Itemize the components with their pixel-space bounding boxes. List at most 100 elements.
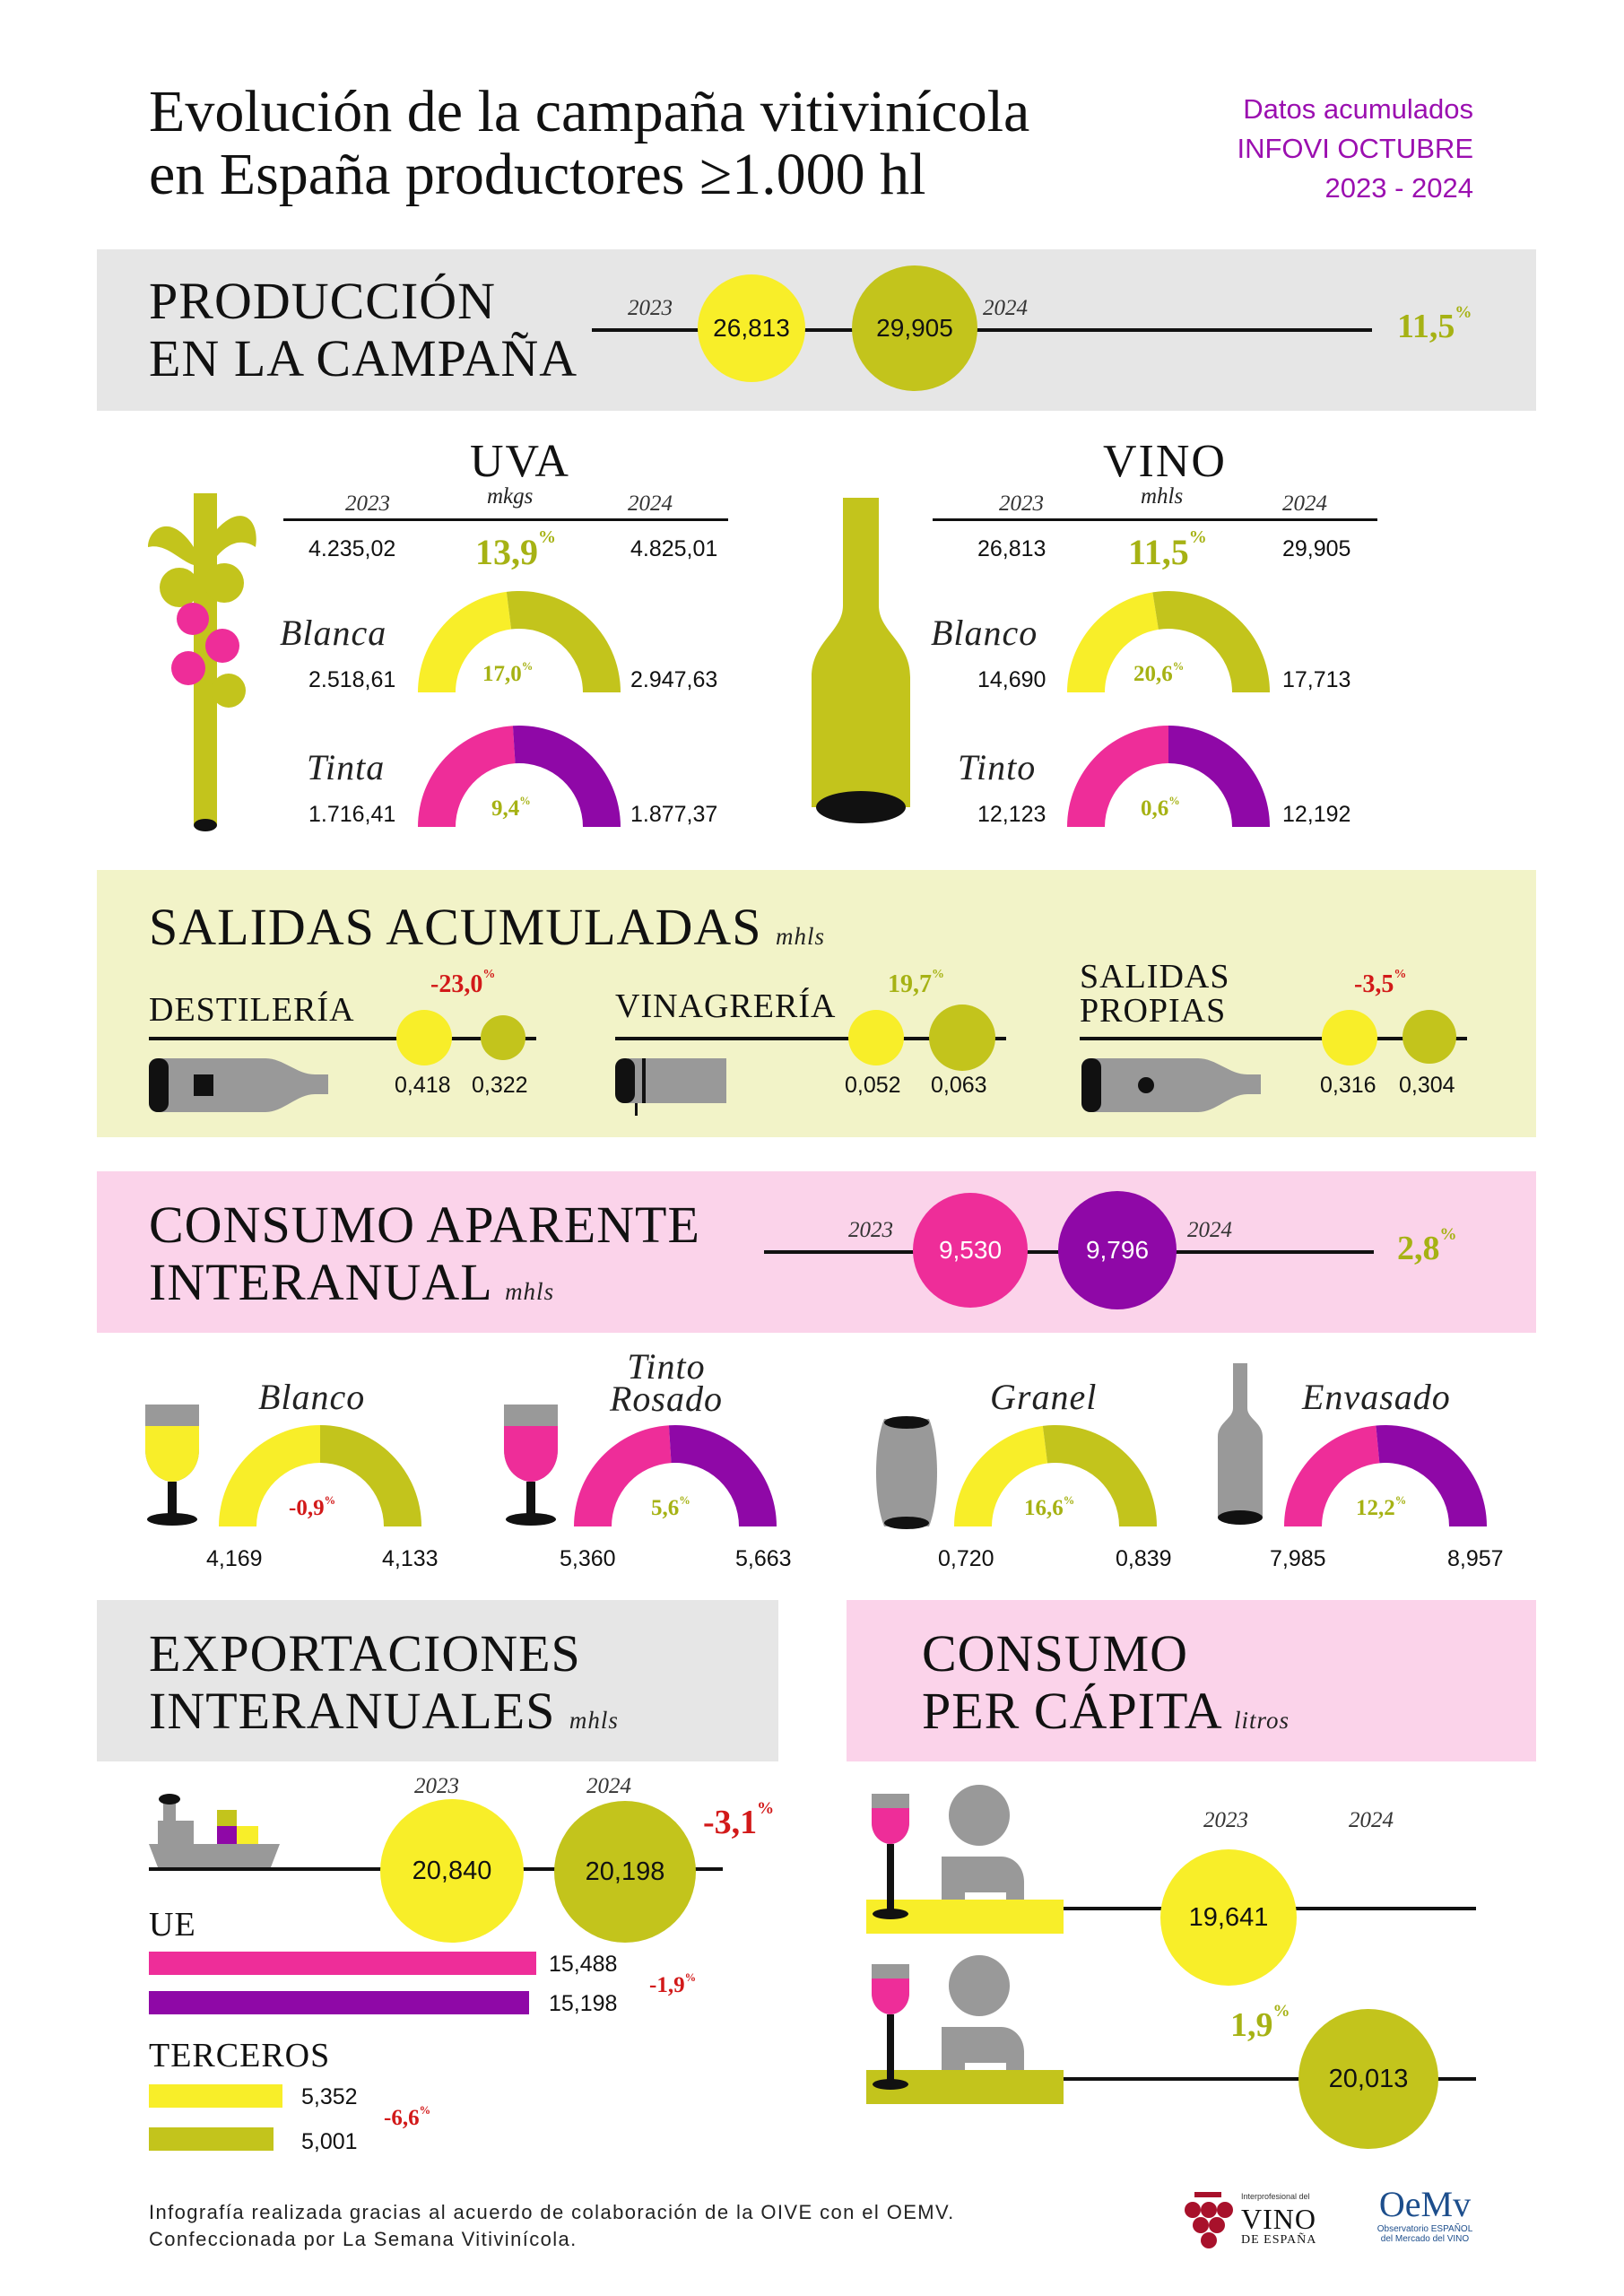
propias-axis — [1080, 1037, 1467, 1040]
per-capita-heading: CONSUMO PER CÁPITA litros — [922, 1625, 1290, 1749]
consumo-year-a: 2023 — [848, 1218, 893, 1242]
uva-total-a: 4.235,02 — [308, 536, 396, 561]
consumo-value-b: 9,796 — [1085, 1236, 1150, 1264]
vinagreria-circle-a — [848, 1010, 904, 1065]
vino-tinto-label: Tinto — [958, 747, 1037, 787]
propias-change-value: -3,5 — [1354, 970, 1394, 998]
exportaciones-circle-2023: 20,840 — [380, 1799, 524, 1943]
produccion-year-a: 2023 — [628, 296, 673, 320]
uva-total-change: 13,9% — [475, 527, 556, 573]
uva-blanca-b: 2.947,63 — [630, 667, 718, 692]
exportaciones-heading-line2: INTERANUALES — [149, 1682, 556, 1740]
barrel-icon — [876, 1416, 937, 1529]
uva-blanca-change-pct: % — [521, 659, 534, 673]
tipo-tinto-a: 5,360 — [560, 1546, 616, 1571]
uva-total-change-value: 13,9 — [475, 532, 538, 572]
footer-note-line2: Confeccionada por La Semana Vitivinícola… — [149, 2228, 578, 2250]
vino-unit: mhls — [1141, 484, 1184, 509]
per-capita-band — [847, 1600, 1536, 1761]
tipo-envasado-label: Envasado — [1302, 1377, 1451, 1417]
destileria-a: 0,418 — [395, 1073, 451, 1098]
terceros-change-pct: % — [419, 2103, 431, 2117]
destileria-change-value: -23,0 — [430, 970, 483, 998]
tipo-blanco-change: -0,9% — [289, 1494, 335, 1521]
per-capita-value-b: 20,013 — [1328, 2064, 1409, 2093]
vino-blanco-change: 20,6% — [1133, 660, 1184, 687]
wine-bottle-icon — [812, 498, 910, 823]
propias-label-line2: PROPIAS — [1080, 992, 1227, 1030]
uva-blanca-label: Blanca — [280, 613, 387, 653]
uva-divider — [283, 518, 728, 521]
destileria-axis — [149, 1037, 536, 1040]
uva-tinta-label: Tinta — [307, 747, 386, 787]
produccion-year-b: 2024 — [983, 296, 1028, 320]
destileria-circle-a — [396, 1010, 452, 1065]
oemv-logo: OeMv Observatorio ESPAÑOL del Mercado de… — [1367, 2185, 1483, 2266]
vino-blanco-gauge — [1067, 591, 1270, 692]
propias-a: 0,316 — [1320, 1073, 1376, 1098]
produccion-value-b: 29,905 — [876, 314, 953, 342]
exportaciones-change: -3,1% — [703, 1799, 774, 1842]
barrel-side-icon — [615, 1058, 726, 1116]
per-capita-value-a: 19,641 — [1188, 1902, 1269, 1932]
uva-blanca-change-value: 17,0 — [482, 662, 522, 686]
tipo-blanco-change-value: -0,9 — [289, 1496, 325, 1520]
per-capita-circle-2024: 20,013 — [1298, 2009, 1438, 2149]
vinagreria-change-pct: % — [932, 968, 944, 982]
vino-total-a: 26,813 — [977, 536, 1046, 561]
exportaciones-circle-2024: 20,198 — [554, 1801, 696, 1943]
vino-total-change-pct: % — [1188, 527, 1207, 547]
uva-tinta-change-pct: % — [519, 794, 531, 807]
cargo-ship-icon — [149, 1794, 280, 1867]
source-note-line2: INFOVI OCTUBRE — [1237, 133, 1473, 164]
uva-total-b: 4.825,01 — [630, 536, 718, 561]
exportaciones-heading: EXPORTACIONES INTERANUALES mhls — [149, 1625, 619, 1749]
tipo-tinto-change-pct: % — [679, 1493, 690, 1507]
gauge-segment-a — [219, 1425, 320, 1526]
tipo-envasado-change: 12,2% — [1356, 1493, 1407, 1521]
tipo-envasado-a: 7,985 — [1270, 1546, 1326, 1571]
ue-bar-2024 — [149, 1991, 529, 2014]
produccion-heading-line2: EN LA CAMPAÑA — [149, 329, 578, 387]
tipo-tinto-gauge — [574, 1425, 777, 1526]
vino-year-b: 2024 — [1282, 491, 1327, 516]
vino-year-a: 2023 — [999, 491, 1044, 516]
red-wine-glass-icon — [504, 1405, 558, 1526]
destileria-label: DESTILERÍA — [149, 991, 355, 1029]
salidas-band — [97, 870, 1536, 1137]
consumo-circle-2024: 9,796 — [1058, 1191, 1177, 1309]
vinagreria-circle-b — [929, 1004, 995, 1071]
vino-total-change: 11,5% — [1128, 527, 1207, 573]
per-capita-axis-2024 — [1064, 2077, 1476, 2081]
tipo-envasado-change-value: 12,2 — [1356, 1496, 1395, 1520]
person-drinking-icon-2024 — [866, 1955, 1064, 2104]
tipo-blanco-gauge — [219, 1425, 421, 1526]
page-title: Evolución de la campaña vitivinícola en … — [149, 81, 1029, 206]
tipo-envasado-gauge — [1284, 1425, 1487, 1526]
vino-espana-logo-small: Interprofesional del — [1241, 2192, 1310, 2201]
per-capita-circle-2023: 19,641 — [1160, 1849, 1297, 1986]
source-note: Datos acumulados INFOVI OCTUBRE 2023 - 2… — [1237, 90, 1473, 208]
exportaciones-heading-line1: EXPORTACIONES — [149, 1624, 581, 1683]
ue-value-2024: 15,198 — [549, 1991, 618, 2016]
salidas-heading: SALIDAS ACUMULADAS mhls — [149, 899, 825, 965]
uva-tinta-change-value: 9,4 — [491, 796, 520, 821]
terceros-change: -6,6% — [384, 2103, 431, 2131]
source-note-line1: Datos acumulados — [1243, 93, 1473, 125]
exportaciones-value-b: 20,198 — [585, 1857, 665, 1886]
consumo-circle-2023: 9,530 — [913, 1193, 1028, 1308]
vino-espana-logo-big1: VINO — [1241, 2203, 1316, 2235]
gauge-segment-a — [1067, 726, 1168, 827]
tipo-tinto-change: 5,6% — [651, 1493, 690, 1521]
vino-tinto-change: 0,6% — [1141, 795, 1180, 822]
produccion-value-a: 26,813 — [713, 314, 790, 342]
tipo-tinto-b: 5,663 — [735, 1546, 792, 1571]
uva-total-change-pct: % — [538, 527, 556, 547]
gauge-segment-a — [1284, 1425, 1380, 1526]
tipo-tinto-label: Tinto Rosado — [610, 1349, 723, 1417]
consumo-year-b: 2024 — [1187, 1218, 1232, 1242]
vino-tinto-a: 12,123 — [977, 802, 1046, 827]
propias-circle-a — [1322, 1010, 1377, 1065]
per-capita-change-pct: % — [1272, 2002, 1290, 2022]
tipo-envasado-change-pct: % — [1394, 1493, 1407, 1507]
